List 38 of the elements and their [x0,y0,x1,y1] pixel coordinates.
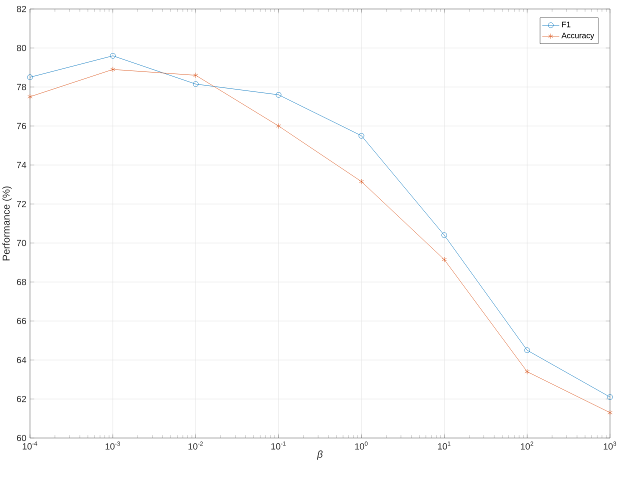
y-tick-label: 72 [16,200,26,208]
point [110,66,116,72]
point [110,53,116,59]
y-tick-label: 68 [16,278,26,286]
y-tick-label: 60 [16,434,26,442]
point [276,92,282,98]
point [524,368,530,374]
x-axis-title: β [316,450,323,460]
y-axis-title: Performance (%) [2,186,12,260]
x-tick-label: 10$^{-2}$ [188,442,203,450]
y-tick-label: 76 [16,122,26,130]
x-tick-label: 10$^{-3}$ [106,442,120,450]
point [192,81,198,87]
point [276,123,282,129]
x-tick-label: 10$^{0}$ [355,442,368,450]
point [442,256,447,262]
y-tick-label: 62 [16,396,26,402]
y-tick-label: 64 [16,356,26,364]
x-tick-label: 10$^{-1}$ [271,442,286,450]
y-tick-label: 70 [16,240,26,246]
point [193,72,198,78]
point [28,94,32,100]
x-tick-label: 10$^{-4}$ [22,442,38,450]
point [607,394,613,400]
point [524,347,530,354]
y-tick-label: 80 [16,44,26,52]
point [358,132,364,139]
y-tick-label: 82 [16,6,26,12]
point [27,74,33,80]
y-tick-label: 78 [16,84,26,90]
x-tick-label: 10$^{2}$ [520,442,534,450]
y-tick-label: 74 [16,162,26,168]
y-tick-label: 66 [16,318,26,324]
point [608,410,612,416]
x-tick-label: 10$^{1}$ [438,442,450,450]
point [358,178,364,184]
point [441,232,448,238]
x-tick-label: 10$^{3}$ [604,442,616,450]
